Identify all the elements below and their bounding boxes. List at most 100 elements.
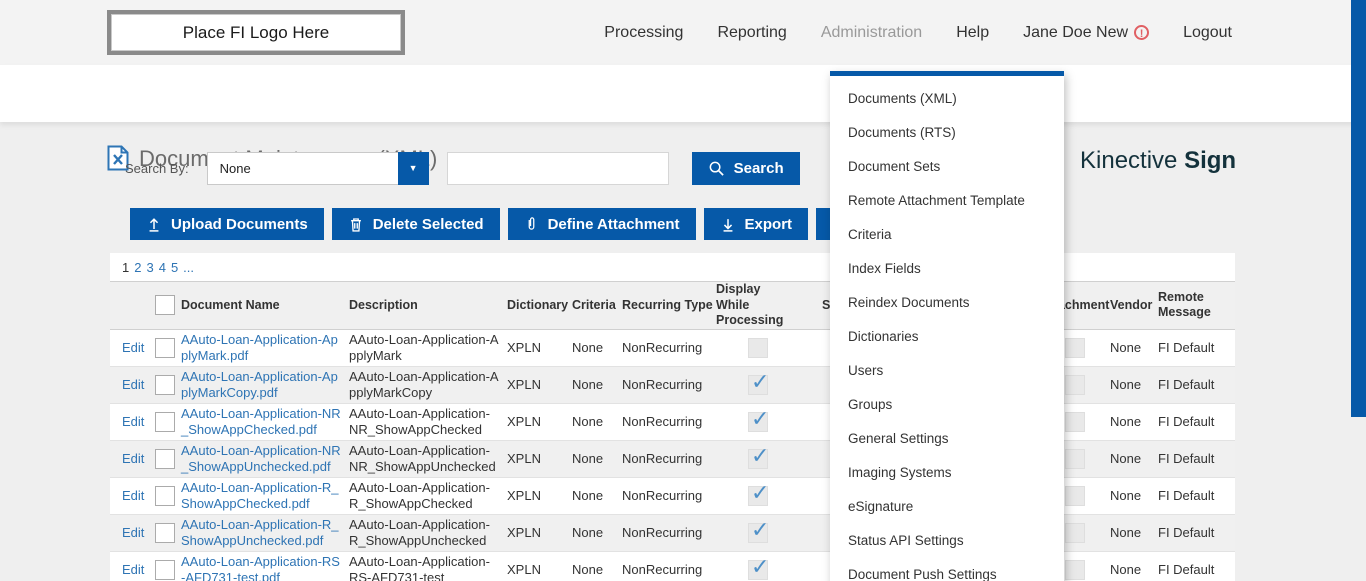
search-button[interactable]: Search bbox=[691, 152, 800, 185]
attachment-checkbox[interactable] bbox=[1065, 485, 1085, 506]
search-row: Search By: None ▼ Search bbox=[125, 152, 800, 185]
page-link[interactable]: 4 bbox=[158, 260, 166, 275]
menu-item-index-fields[interactable]: Index Fields bbox=[848, 261, 921, 276]
search-button-label: Search bbox=[733, 160, 784, 177]
row-checkbox[interactable] bbox=[154, 374, 175, 395]
nav-item-administration[interactable]: Administration bbox=[821, 24, 922, 42]
page-link[interactable]: 3 bbox=[146, 260, 154, 275]
row-checkbox[interactable] bbox=[154, 411, 175, 432]
row-checkbox[interactable] bbox=[154, 448, 175, 469]
recurring-type-cell: NonRecurring bbox=[622, 413, 703, 429]
menu-item-remote-attachment-template[interactable]: Remote Attachment Template bbox=[848, 193, 1025, 208]
display-while-processing-checkbox[interactable] bbox=[748, 443, 769, 470]
edit-link[interactable]: Edit bbox=[122, 450, 145, 466]
edit-link[interactable]: Edit bbox=[122, 376, 145, 392]
attachment-checkbox[interactable] bbox=[1065, 411, 1085, 432]
row-checkbox[interactable] bbox=[154, 337, 175, 358]
row-select-cell bbox=[148, 477, 181, 514]
recurring-type-cell: NonRecurring bbox=[622, 487, 703, 503]
display-while-processing-checkbox[interactable] bbox=[748, 337, 768, 358]
select-all-checkbox[interactable] bbox=[154, 295, 175, 316]
menu-item-status-api-settings[interactable]: Status API Settings bbox=[848, 533, 964, 548]
document-name-link[interactable]: AAuto-Loan-Application-R_ShowAppChecked.… bbox=[181, 480, 339, 511]
row-select-cell bbox=[148, 551, 181, 581]
document-name-cell: AAuto-Loan-Application-R_ShowAppChecked.… bbox=[181, 477, 349, 514]
define-attachment-button[interactable]: Define Attachment bbox=[507, 208, 696, 240]
search-icon bbox=[708, 160, 725, 177]
menu-item-criteria[interactable]: Criteria bbox=[848, 227, 892, 242]
search-by-select[interactable]: None ▼ bbox=[206, 152, 429, 185]
display-while-processing-checkbox[interactable] bbox=[748, 554, 769, 581]
trash-icon bbox=[348, 216, 364, 233]
export-button[interactable]: Export bbox=[703, 208, 809, 240]
edit-link[interactable]: Edit bbox=[122, 487, 145, 503]
document-name-cell: AAuto-Loan-Application-RS-AFD731-test.pd… bbox=[181, 551, 349, 581]
display-while-processing-cell bbox=[716, 329, 800, 366]
document-name-link[interactable]: AAuto-Loan-Application-NR_ShowAppChecked… bbox=[181, 406, 341, 437]
nav-item-jane-doe-new[interactable]: Jane Doe New! bbox=[1023, 24, 1150, 42]
document-name-link[interactable]: AAuto-Loan-Application-RS-AFD731-test.pd… bbox=[181, 554, 340, 581]
attachment-checkbox[interactable] bbox=[1065, 448, 1085, 469]
document-name-cell: AAuto-Loan-Application-NR_ShowAppUncheck… bbox=[181, 440, 349, 477]
menu-item-imaging-systems[interactable]: Imaging Systems bbox=[848, 465, 952, 480]
page-link[interactable]: ... bbox=[183, 260, 195, 275]
menu-item-esignature[interactable]: eSignature bbox=[848, 499, 914, 514]
page-link[interactable]: 2 bbox=[134, 260, 142, 275]
document-name-cell: AAuto-Loan-Application-ApplyMark.pdf bbox=[181, 329, 349, 366]
chevron-down-icon[interactable]: ▼ bbox=[397, 152, 429, 185]
button-label: Export bbox=[744, 215, 793, 233]
row-checkbox[interactable] bbox=[154, 485, 175, 506]
remote-message-header: Remote Message bbox=[1158, 289, 1211, 320]
criteria-cell: None bbox=[572, 524, 604, 540]
display-while-processing-cell bbox=[716, 551, 800, 581]
scrollbar-thumb[interactable] bbox=[1351, 0, 1366, 417]
document-name-link[interactable]: AAuto-Loan-Application-ApplyMark.pdf bbox=[181, 332, 338, 363]
attachment-cell bbox=[1040, 403, 1110, 440]
remote-message-cell: FI Default bbox=[1158, 339, 1215, 355]
page-link[interactable]: 5 bbox=[170, 260, 179, 275]
display-while-processing-checkbox[interactable] bbox=[748, 517, 769, 544]
edit-link[interactable]: Edit bbox=[122, 413, 145, 429]
top-header-bar: Place FI Logo Here Processing Reporting Ad… bbox=[0, 0, 1366, 65]
display-while-processing-cell bbox=[716, 366, 800, 403]
menu-item-documents-xml[interactable]: Documents (XML) bbox=[848, 91, 957, 106]
attachment-checkbox[interactable] bbox=[1065, 560, 1085, 581]
document-name-link[interactable]: AAuto-Loan-Application-NR_ShowAppUncheck… bbox=[181, 443, 341, 474]
menu-item-dictionaries[interactable]: Dictionaries bbox=[848, 329, 919, 344]
document-name-link[interactable]: AAuto-Loan-Application-ApplyMarkCopy.pdf bbox=[181, 369, 338, 400]
menu-item-users[interactable]: Users bbox=[848, 363, 884, 378]
menu-item-document-sets[interactable]: Document Sets bbox=[848, 159, 941, 174]
document-name-link[interactable]: AAuto-Loan-Application-R_ShowAppUnchecke… bbox=[181, 517, 339, 548]
display-while-processing-checkbox[interactable] bbox=[748, 406, 769, 433]
menu-item-general-settings[interactable]: General Settings bbox=[848, 431, 949, 446]
nav-item-reporting[interactable]: Reporting bbox=[717, 24, 786, 42]
search-by-label: Search By: bbox=[125, 161, 189, 176]
nav-item-logout[interactable]: Logout bbox=[1183, 24, 1232, 42]
table-row: Edit AAuto-Loan-Application-R_ShowAppChec… bbox=[110, 477, 1235, 514]
search-input[interactable] bbox=[446, 152, 669, 185]
menu-item-reindex-documents[interactable]: Reindex Documents bbox=[848, 295, 970, 310]
attachment-checkbox[interactable] bbox=[1065, 522, 1085, 543]
attachment-checkbox[interactable] bbox=[1065, 337, 1085, 358]
row-checkbox[interactable] bbox=[154, 560, 175, 581]
edit-link[interactable]: Edit bbox=[122, 562, 145, 578]
nav-item-help[interactable]: Help bbox=[956, 24, 989, 42]
nav-item-label: Processing bbox=[604, 23, 684, 41]
attachment-checkbox[interactable] bbox=[1065, 374, 1085, 395]
delete-selected-button[interactable]: Delete Selected bbox=[331, 208, 500, 240]
edit-link[interactable]: Edit bbox=[122, 524, 145, 540]
menu-item-document-push-settings[interactable]: Document Push Settings bbox=[848, 567, 997, 581]
upload-documents-button[interactable]: Upload Documents bbox=[130, 208, 324, 240]
nav-item-processing[interactable]: Processing bbox=[604, 24, 683, 42]
display-while-processing-header: Display While Processing bbox=[716, 282, 784, 328]
display-while-processing-checkbox[interactable] bbox=[748, 480, 769, 507]
brand-name: Kinective bbox=[1080, 147, 1178, 174]
page-current: 1 bbox=[122, 260, 130, 275]
display-while-processing-checkbox[interactable] bbox=[748, 369, 769, 396]
row-checkbox[interactable] bbox=[154, 522, 175, 543]
menu-item-documents-rts[interactable]: Documents (RTS) bbox=[848, 125, 956, 140]
edit-link[interactable]: Edit bbox=[122, 339, 145, 355]
menu-item-groups[interactable]: Groups bbox=[848, 397, 893, 412]
documents-panel: 1 2 3 4 5... Document Name Description Dicti… bbox=[110, 253, 1235, 581]
